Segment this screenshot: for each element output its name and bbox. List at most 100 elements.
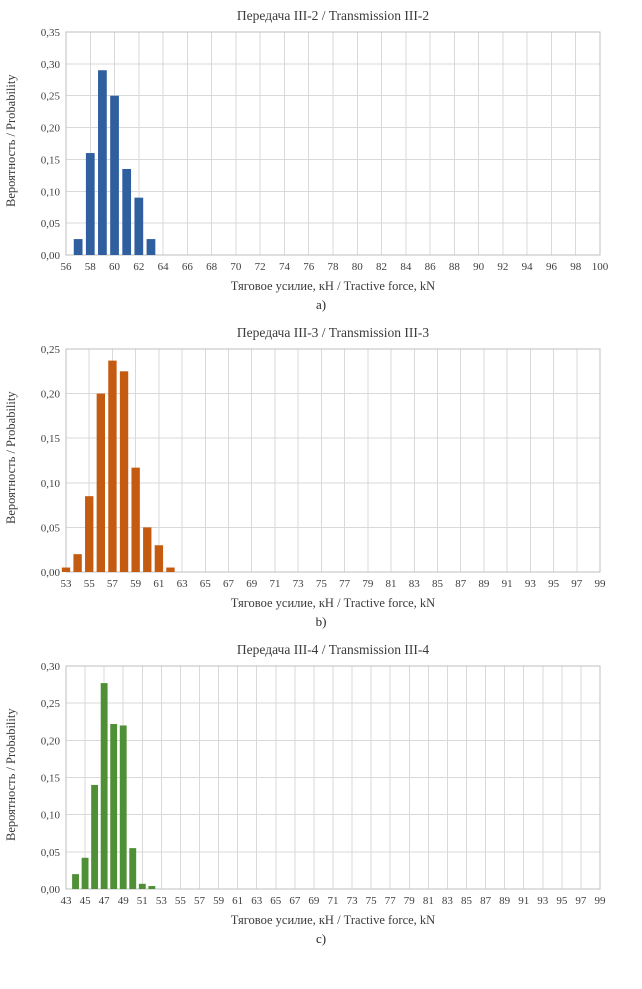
y-tick-label: 0,10 <box>41 478 61 490</box>
y-tick-label: 0,15 <box>41 773 61 785</box>
plot-area-border <box>65 665 601 890</box>
histogram-bar <box>154 545 164 572</box>
x-axis-label-c: Тяговое усилие, кН / Tractive force, kN <box>230 913 436 927</box>
histogram-bar <box>85 496 94 572</box>
histogram-bar <box>73 554 82 572</box>
x-tick-label: 91 <box>518 895 529 907</box>
x-tick-label: 75 <box>316 578 328 590</box>
x-tick-label: 74 <box>279 261 291 273</box>
plot-area-border <box>65 31 601 256</box>
x-tick-label: 83 <box>409 578 421 590</box>
x-tick-label: 86 <box>425 261 437 273</box>
x-tick-label: 67 <box>289 895 301 907</box>
x-tick-label: 92 <box>497 261 508 273</box>
histogram-bar <box>119 725 127 889</box>
histogram-bar <box>72 874 79 889</box>
histogram-bar <box>85 153 95 255</box>
figure-panel: Передача III-2 / Transmission III-2 Веро… <box>0 4 642 947</box>
x-tick-label: 79 <box>362 578 374 590</box>
y-tick-label: 0,20 <box>41 123 61 135</box>
histogram-bar <box>131 467 140 572</box>
x-tick-label: 75 <box>366 895 378 907</box>
x-tick-label: 56 <box>61 261 73 273</box>
y-axis-label-c: Вероятность / Probability <box>4 708 18 841</box>
histogram-bar <box>166 567 175 572</box>
chart-block-a: Передача III-2 / Transmission III-2 Веро… <box>0 4 642 313</box>
chart-block-b: Передача III-3 / Transmission III-3 Веро… <box>0 321 642 630</box>
plot-area-border <box>65 348 601 573</box>
x-tick-label: 72 <box>255 261 266 273</box>
histogram-bar <box>73 239 83 255</box>
y-tick-label: 0,35 <box>41 27 61 39</box>
x-tick-label: 99 <box>595 895 607 907</box>
y-tick-label: 0,20 <box>41 389 61 401</box>
x-tick-label: 53 <box>61 578 73 590</box>
y-axis-label-a: Вероятность / Probability <box>4 74 18 207</box>
x-tick-label: 64 <box>158 261 170 273</box>
histogram-b: 0,00 0,05 0,10 0,15 0,20 0,25 53 55 57 59 61 63 65 67… <box>41 344 607 590</box>
histogram-bar <box>61 567 71 572</box>
histogram-bar <box>119 371 129 572</box>
y-tick-label: 0,25 <box>41 91 61 103</box>
y-tick-label: 0,25 <box>41 698 61 710</box>
x-tick-label: 97 <box>571 578 583 590</box>
x-tick-label: 57 <box>107 578 119 590</box>
x-tick-label: 45 <box>80 895 92 907</box>
histogram-bar <box>110 723 118 889</box>
chart-body-a: Вероятность / Probability 0,00 0,05 0,10 0,… <box>0 26 642 278</box>
histogram-bar <box>100 683 108 889</box>
y-axis-label-b: Вероятность / Probability <box>4 391 18 524</box>
x-tick-label: 77 <box>339 578 351 590</box>
x-tick-label: 71 <box>269 578 280 590</box>
y-tick-label: 0,20 <box>41 735 61 747</box>
y-tick-label: 0,15 <box>41 433 61 445</box>
x-tick-label: 91 <box>502 578 513 590</box>
x-tick-label: 59 <box>213 895 225 907</box>
histogram-bar <box>129 848 137 889</box>
x-tick-label: 77 <box>385 895 397 907</box>
chart-body-b: Вероятность / Probability 0,00 0,05 0,10 0,… <box>0 343 642 595</box>
x-tick-label: 100 <box>592 261 609 273</box>
histogram-bar <box>91 784 99 889</box>
x-tick-label: 63 <box>251 895 263 907</box>
histogram-bar <box>134 197 144 255</box>
chart-caption-c: c) <box>315 931 327 946</box>
histogram-bar <box>98 70 107 255</box>
histogram-a: 0,00 0,05 0,10 0,15 0,20 0,25 0,30 0,35 56 58 60 62… <box>41 27 609 273</box>
x-tick-label: 57 <box>194 895 206 907</box>
histogram-bar <box>108 360 117 572</box>
x-tick-label: 69 <box>308 895 320 907</box>
x-tick-label: 55 <box>175 895 187 907</box>
x-tick-label: 55 <box>84 578 96 590</box>
x-tick-label: 94 <box>522 261 534 273</box>
y-tick-label: 0,05 <box>41 847 61 859</box>
x-tick-label: 49 <box>118 895 130 907</box>
histogram-bar <box>81 857 89 889</box>
histogram-bar <box>143 527 152 572</box>
x-tick-label: 95 <box>548 578 560 590</box>
x-tick-label: 80 <box>352 261 364 273</box>
x-tick-label: 93 <box>537 895 549 907</box>
x-tick-label: 69 <box>246 578 258 590</box>
x-tick-label: 67 <box>223 578 235 590</box>
y-tick-label: 0,30 <box>41 661 61 673</box>
chart-caption-a: a) <box>315 297 327 312</box>
histogram-bar <box>122 168 132 255</box>
x-tick-label: 95 <box>556 895 568 907</box>
histogram-bar <box>110 95 119 255</box>
x-tick-label: 78 <box>328 261 340 273</box>
histogram-bar <box>138 883 146 889</box>
y-tick-label: 0,00 <box>41 884 61 896</box>
y-tick-label: 0,05 <box>41 218 61 230</box>
x-tick-label: 99 <box>595 578 607 590</box>
x-tick-label: 89 <box>499 895 511 907</box>
histogram-bar <box>96 393 106 572</box>
chart-title-c: Передача III-4 / Transmission III-4 <box>236 642 430 657</box>
x-tick-label: 84 <box>400 261 412 273</box>
x-tick-label: 43 <box>61 895 73 907</box>
x-tick-label: 59 <box>130 578 142 590</box>
x-tick-label: 61 <box>153 578 164 590</box>
x-tick-label: 70 <box>230 261 242 273</box>
x-tick-label: 88 <box>449 261 461 273</box>
y-tick-label: 0,25 <box>41 344 61 356</box>
